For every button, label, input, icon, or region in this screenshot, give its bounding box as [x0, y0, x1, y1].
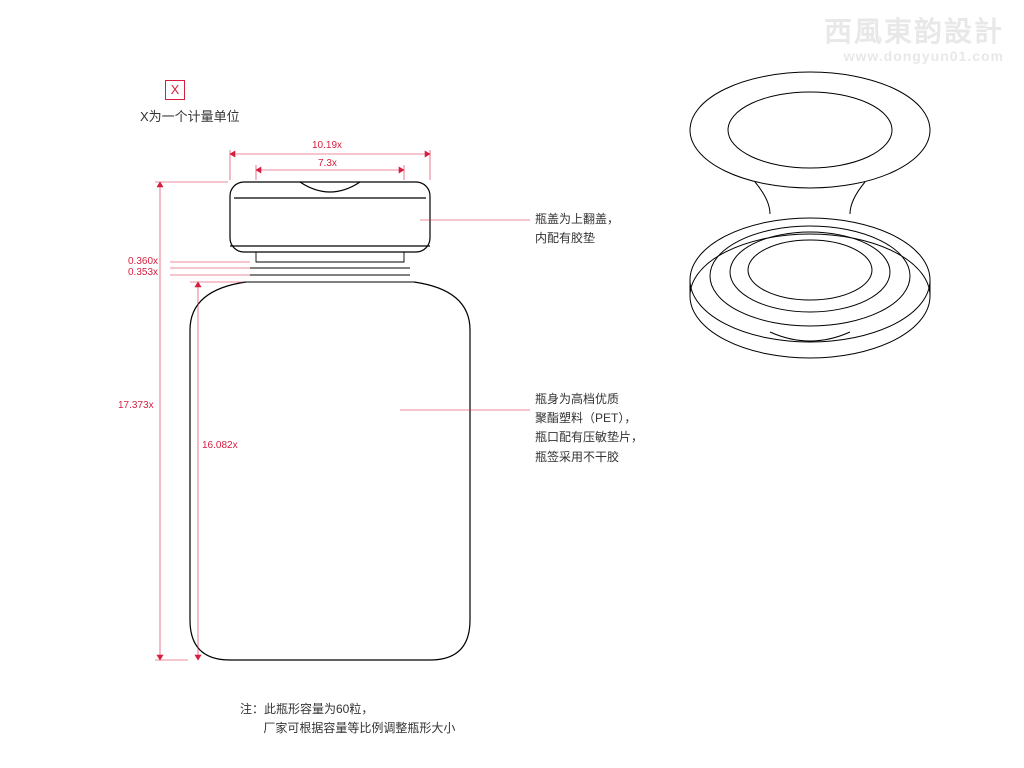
dim-thread1: 0.360x	[128, 256, 158, 267]
callout-body: 瓶身为高档优质 聚酯塑料（PET）， 瓶口配有压敏垫片， 瓶签采用不干胶	[535, 390, 643, 467]
dim-body-h: 16.082x	[202, 440, 238, 451]
dim-cap-inner: 7.3x	[318, 158, 337, 169]
footnote-line1: 注：此瓶形容量为60粒，	[240, 702, 373, 716]
drawing-svg	[0, 0, 1024, 768]
callout-cap: 瓶盖为上翻盖， 内配有胶垫	[535, 210, 619, 248]
dim-thread2: 0.353x	[128, 267, 158, 278]
footnote: 注：此瓶形容量为60粒， 厂家可根据容量等比例调整瓶形大小	[240, 700, 455, 738]
diagram-canvas: 西風東韵設計 www.dongyun01.com X X为一个计量单位	[0, 0, 1024, 768]
dim-cap-outer: 10.19x	[312, 140, 342, 151]
footnote-line2: 厂家可根据容量等比例调整瓶形大小	[263, 721, 455, 735]
dim-total-h: 17.373x	[118, 400, 154, 411]
